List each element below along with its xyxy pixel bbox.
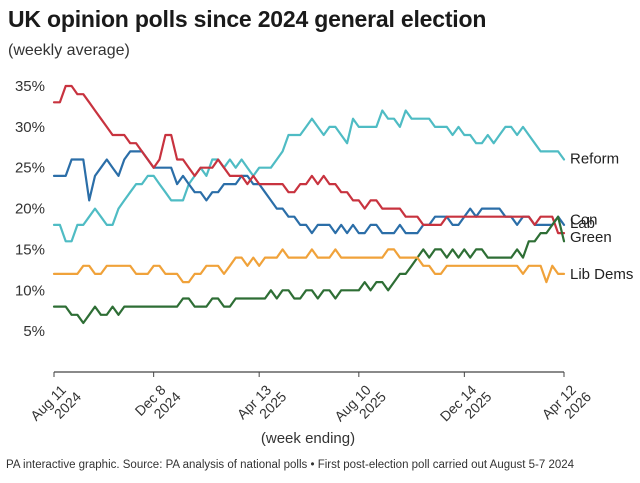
chart-title: UK opinion polls since 2024 general elec… xyxy=(8,6,487,32)
series-line-con xyxy=(52,150,566,235)
series-label-lab: Lab xyxy=(570,215,595,232)
x-tick-label: Aug 112024 xyxy=(27,377,84,434)
y-axis-ticks: 35% 30% 25% 20% 15% 10% 5% xyxy=(15,78,45,340)
x-tick-label: Dec 82024 xyxy=(132,377,184,429)
x-tick-label: Apr 122026 xyxy=(539,377,595,433)
series-lines xyxy=(52,84,566,325)
y-tick-label: 20% xyxy=(15,201,45,218)
series-label-con: Con xyxy=(570,212,598,229)
y-tick-label: 25% xyxy=(15,160,45,177)
x-axis-ticks: Aug 112024 Dec 82024 Apr 132025 Aug 102025 D… xyxy=(27,372,595,435)
y-tick-label: 15% xyxy=(15,241,45,258)
y-tick-label: 10% xyxy=(15,282,45,299)
x-tick-label: Dec 142025 xyxy=(437,377,495,435)
y-tick-label: 5% xyxy=(23,323,45,340)
y-tick-label: 35% xyxy=(15,78,45,95)
series-label-reform: Reform xyxy=(570,151,619,168)
x-tick-label: Aug 102025 xyxy=(331,377,389,435)
series-line-green xyxy=(52,215,566,325)
series-label-green: Green xyxy=(570,229,612,246)
series-line-reform xyxy=(52,109,566,243)
footnote: PA interactive graphic. Source: PA analy… xyxy=(6,459,575,471)
series-line-lab xyxy=(52,84,566,235)
series-label-lib-dems: Lib Dems xyxy=(570,266,633,283)
x-axis-label: (week ending) xyxy=(261,430,355,447)
series-line-lib-dems xyxy=(52,248,566,284)
y-tick-label: 30% xyxy=(15,119,45,136)
x-tick-label: Apr 132025 xyxy=(234,377,290,433)
chart-subtitle: (weekly average) xyxy=(8,42,130,59)
